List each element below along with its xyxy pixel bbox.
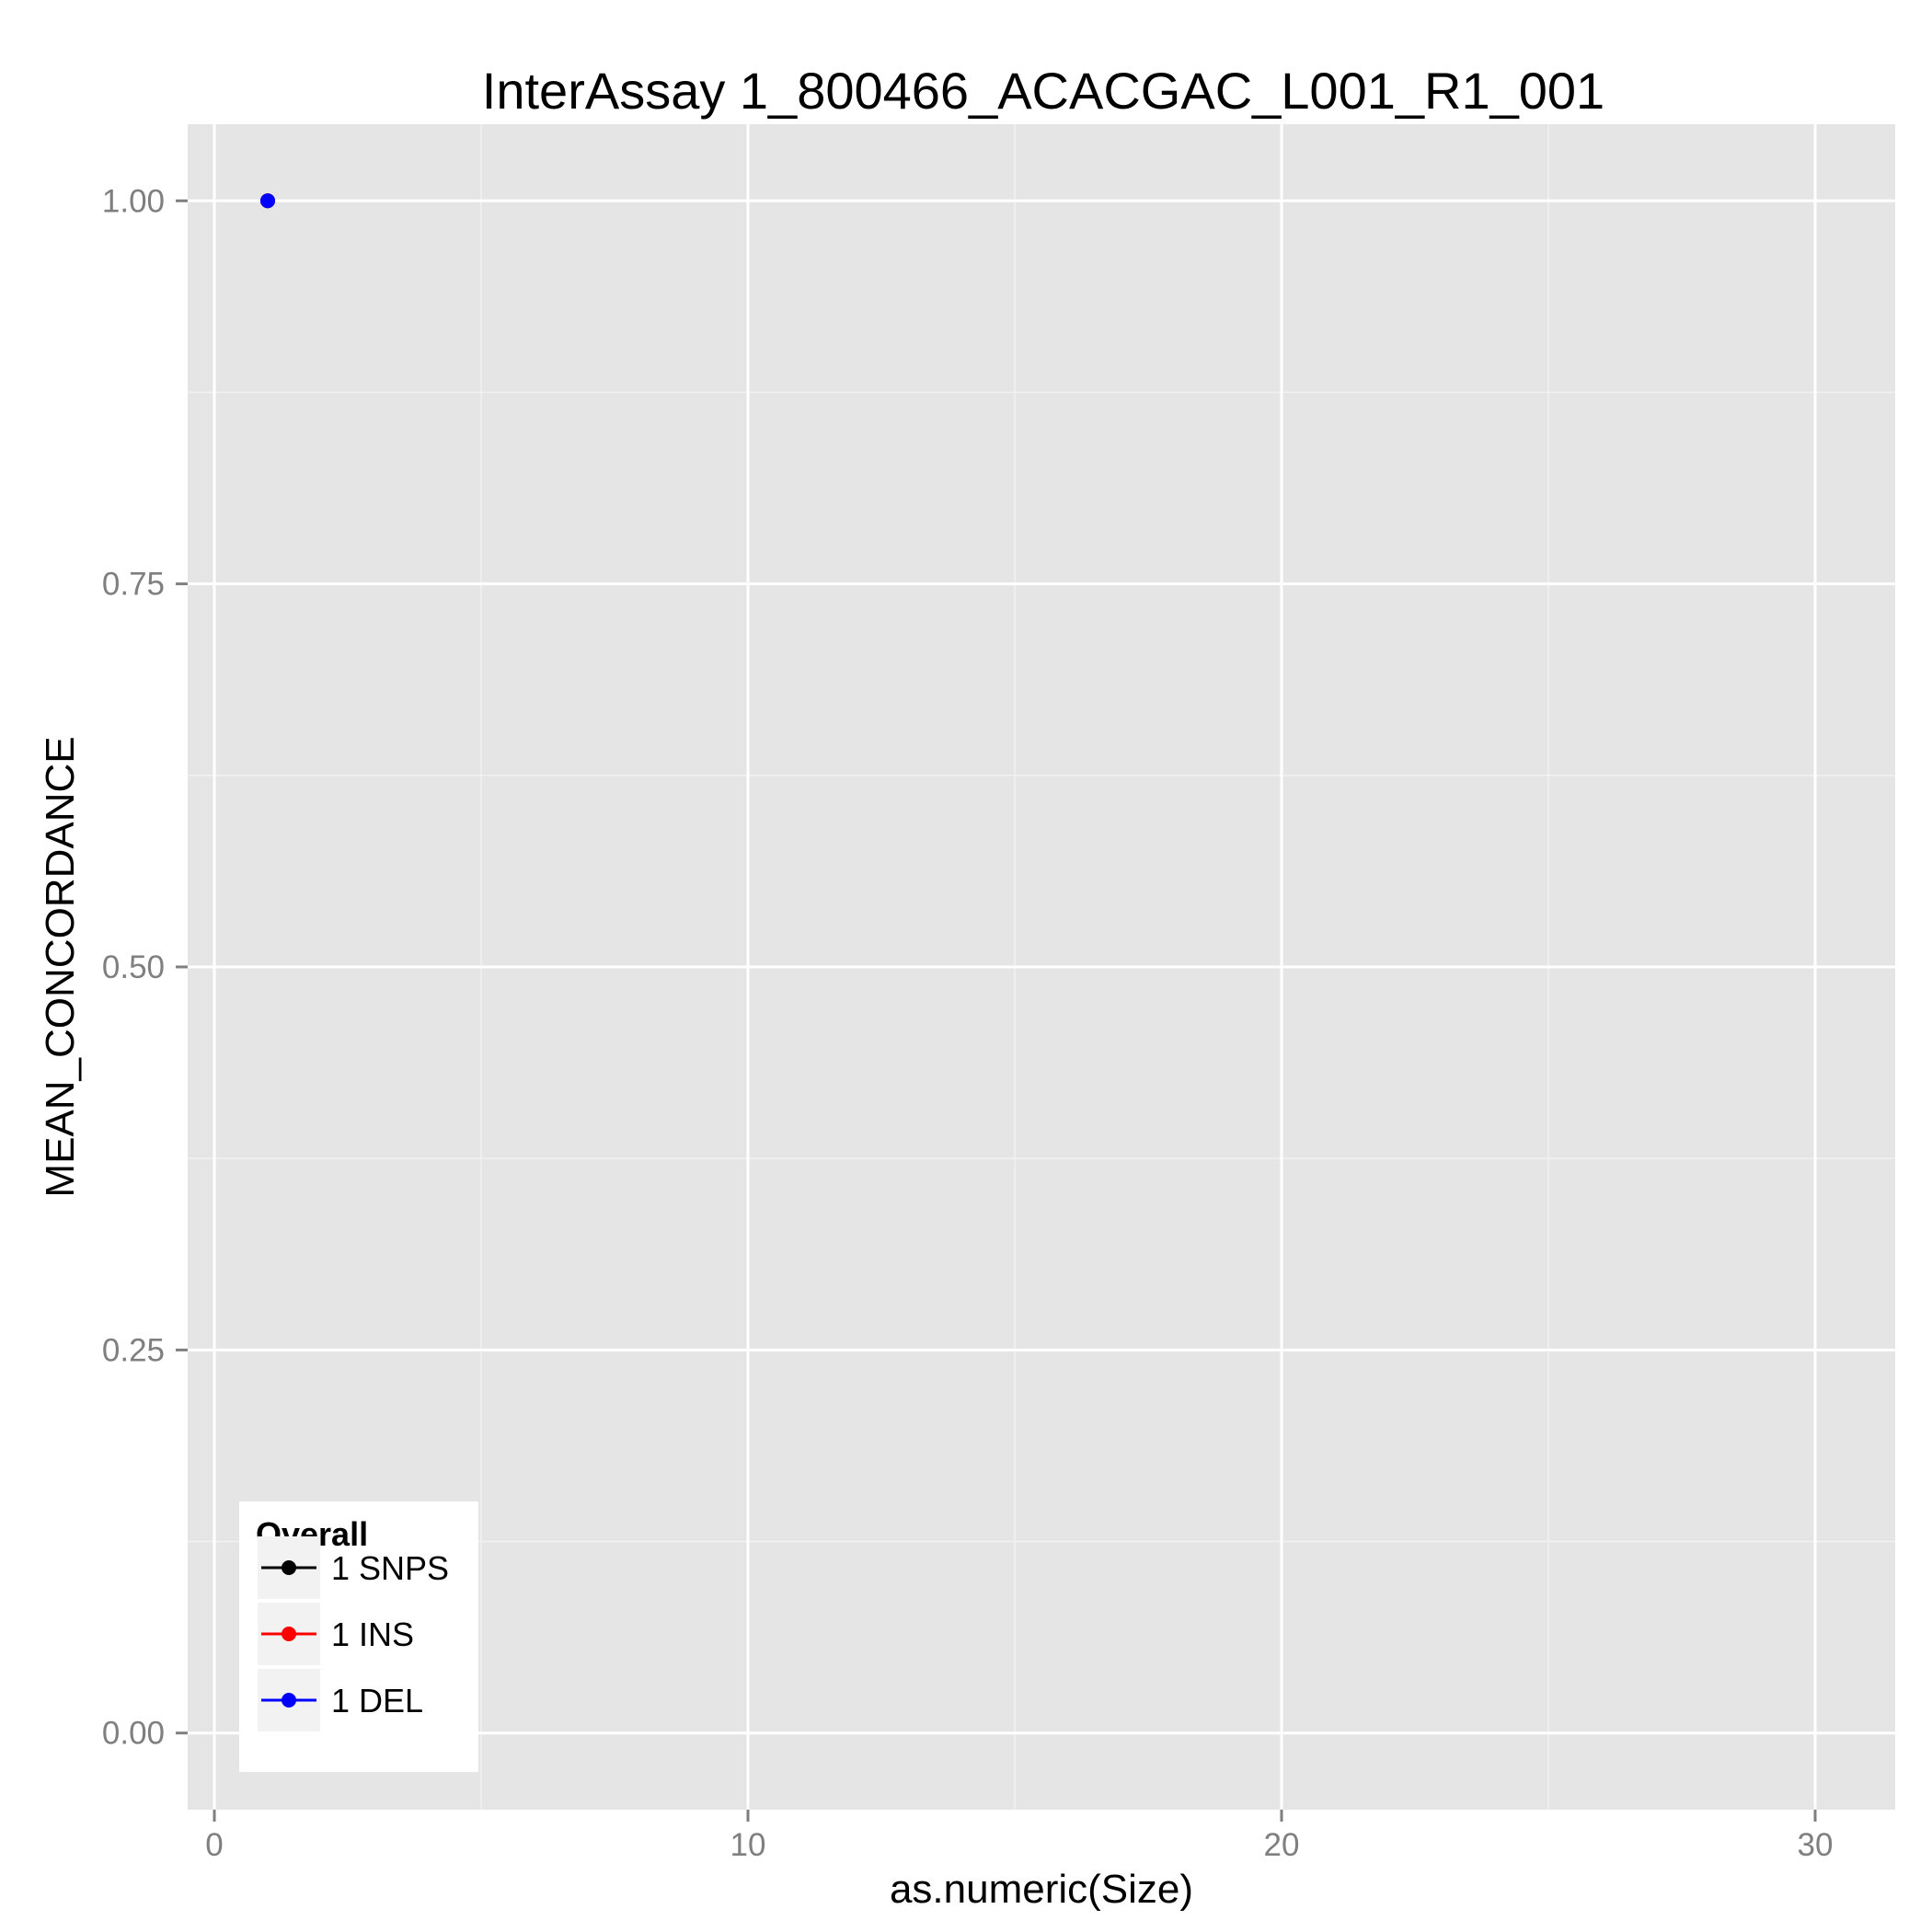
grid-major bbox=[188, 124, 1895, 1810]
y-tick-label: 0.75 bbox=[102, 567, 165, 603]
series-layer bbox=[260, 193, 275, 209]
legend-keys: 1 SNPS 1 INS 1 DEL bbox=[258, 1536, 449, 1731]
data-point bbox=[260, 193, 275, 209]
legend-key-point bbox=[282, 1693, 296, 1708]
x-tick-label: 20 bbox=[1264, 1827, 1300, 1863]
legend-entry-label: 1 DEL bbox=[331, 1682, 423, 1719]
chart-title: InterAssay 1_800466_ACACGAC_L001_R1_001 bbox=[482, 62, 1604, 120]
y-axis-title: MEAN_CONCORDANCE bbox=[38, 736, 83, 1197]
legend-entry-label: 1 INS bbox=[331, 1616, 414, 1653]
legend-key-point bbox=[282, 1627, 296, 1641]
legend-key-point bbox=[282, 1560, 296, 1575]
legend-entry-label: 1 SNPS bbox=[331, 1549, 449, 1587]
x-tick-label: 0 bbox=[205, 1827, 223, 1863]
y-tick-label: 0.25 bbox=[102, 1332, 165, 1368]
y-tick-label: 0.00 bbox=[102, 1716, 165, 1752]
x-axis: 0 10 20 30 bbox=[205, 1810, 1833, 1863]
x-tick-label: 30 bbox=[1798, 1827, 1834, 1863]
y-axis: 0.00 0.25 0.50 0.75 1.00 bbox=[102, 183, 188, 1752]
x-tick-label: 10 bbox=[730, 1827, 766, 1863]
y-tick-label: 0.50 bbox=[102, 949, 165, 985]
y-tick-label: 1.00 bbox=[102, 183, 165, 219]
x-axis-title: as.numeric(Size) bbox=[890, 1867, 1193, 1912]
